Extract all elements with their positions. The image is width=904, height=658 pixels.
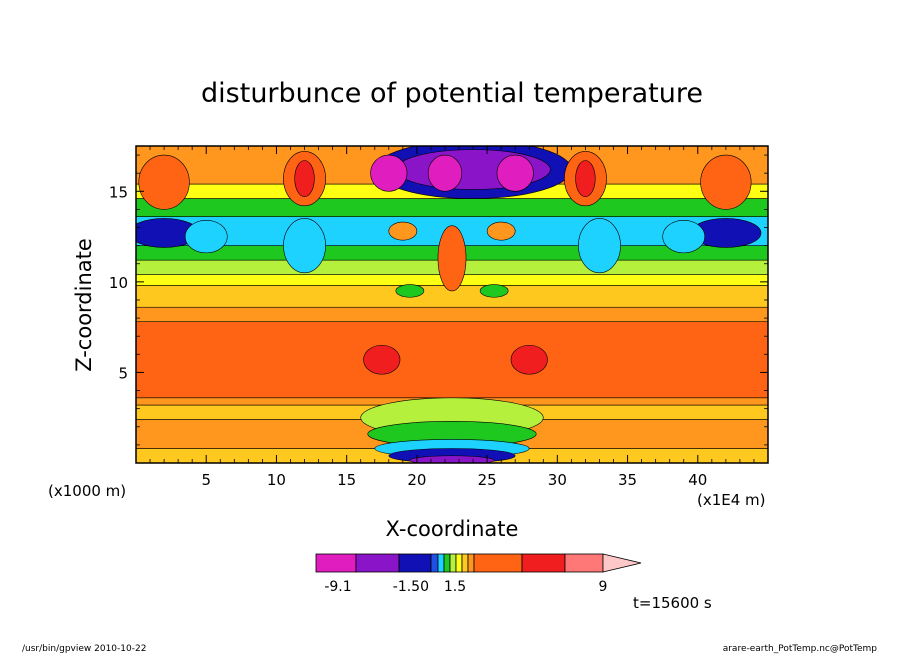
x-tick-label: 10 bbox=[267, 471, 286, 489]
colorbar-label: -9.1 bbox=[324, 579, 351, 595]
field-contour bbox=[496, 154, 534, 192]
x-axis: 5 10 15 20 25 30 35 40 bbox=[149, 146, 755, 489]
colorbar-label: 9 bbox=[599, 579, 608, 595]
colorbar-segment bbox=[455, 553, 463, 573]
x-tick-label: 30 bbox=[548, 471, 567, 489]
field-contour bbox=[283, 218, 326, 274]
field-contour bbox=[427, 154, 463, 192]
colorbar-segment bbox=[473, 553, 523, 573]
y-axis-label: Z-coordinate bbox=[72, 238, 96, 372]
field-contour bbox=[510, 344, 548, 375]
x-tick-label: 15 bbox=[337, 471, 356, 489]
field-contour bbox=[184, 219, 228, 254]
field-contour bbox=[486, 221, 516, 241]
colorbar-labels: -9.1 -1.50 1.5 9 bbox=[324, 579, 607, 595]
field-contour bbox=[388, 221, 418, 241]
colorbar-segment bbox=[443, 553, 451, 573]
colorbar-arrow bbox=[602, 553, 642, 573]
colorbar-segment bbox=[315, 553, 357, 573]
colorbar-segment bbox=[430, 553, 439, 573]
colorbar-segment bbox=[467, 553, 475, 573]
x-tick-label: 35 bbox=[618, 471, 637, 489]
y-axis: 5 10 15 bbox=[109, 154, 768, 446]
x-tick-label: 20 bbox=[407, 471, 426, 489]
y-axis-unit: (x1000 m) bbox=[48, 482, 126, 500]
x-tick-label: 40 bbox=[688, 471, 707, 489]
colorbar-segment bbox=[461, 553, 469, 573]
field-contour bbox=[662, 219, 706, 254]
colorbar-segment bbox=[398, 553, 432, 573]
colorbar-segment bbox=[355, 553, 400, 573]
field-contour bbox=[479, 284, 509, 298]
field-contour bbox=[363, 344, 401, 375]
footer-left: /usr/bin/gpview 2010-10-22 bbox=[22, 644, 146, 654]
field-contour bbox=[294, 160, 315, 198]
field-contour bbox=[395, 284, 425, 298]
colorbar-segment bbox=[449, 553, 457, 573]
plot-area bbox=[136, 146, 768, 463]
field-band bbox=[136, 321, 768, 399]
x-tick-label: 5 bbox=[201, 471, 211, 489]
field-contour bbox=[138, 154, 190, 210]
colorbar-segment bbox=[437, 553, 445, 573]
y-tick-label: 5 bbox=[118, 364, 128, 382]
field-band bbox=[136, 306, 768, 323]
x-axis-label: X-coordinate bbox=[386, 517, 519, 541]
field-contour bbox=[578, 218, 621, 274]
colorbar bbox=[315, 553, 642, 573]
time-label: t=15600 s bbox=[633, 594, 712, 612]
colorbar-segment bbox=[521, 553, 566, 573]
field-contour bbox=[700, 154, 752, 210]
x-tick-label: 25 bbox=[478, 471, 497, 489]
plot-frame bbox=[135, 145, 769, 464]
field-band bbox=[136, 198, 768, 217]
y-tick-label: 15 bbox=[109, 183, 128, 201]
colorbar-label: -1.50 bbox=[393, 579, 429, 595]
x-axis-unit: (x1E4 m) bbox=[697, 491, 766, 509]
footer-right: arare-earth_PotTemp.nc@PotTemp bbox=[723, 644, 878, 654]
field-contour bbox=[437, 225, 467, 292]
field-contour bbox=[575, 160, 596, 198]
y-tick-label: 10 bbox=[109, 274, 128, 292]
colorbar-segment bbox=[564, 553, 604, 573]
chart-title: disturbunce of potential temperature bbox=[201, 78, 703, 109]
colorbar-label: 1.5 bbox=[444, 579, 466, 595]
field-contour bbox=[370, 154, 408, 192]
